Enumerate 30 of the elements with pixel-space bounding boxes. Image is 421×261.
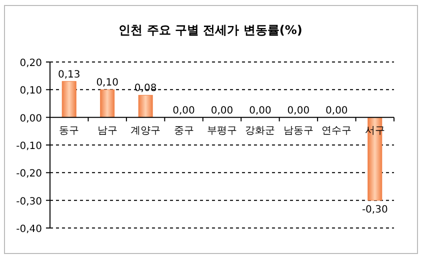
x-tick-label: 강화군 bbox=[245, 125, 276, 136]
data-label: 0,00 bbox=[249, 105, 272, 116]
data-label: 0,13 bbox=[58, 69, 80, 80]
data-label: 0,00 bbox=[210, 105, 234, 116]
y-tick-label: 0,00 bbox=[20, 113, 42, 124]
x-tick-label: 동구 bbox=[59, 125, 80, 136]
x-tick-label: 남동구 bbox=[283, 125, 314, 136]
x-tick-label: 계양구 bbox=[130, 125, 161, 136]
y-tick-label: 0,10 bbox=[20, 86, 42, 97]
chart-title: 인천 주요 구별 전세가 변동률(%) bbox=[118, 23, 302, 37]
bar bbox=[100, 89, 115, 118]
y-tick-label: -0,40 bbox=[16, 224, 42, 235]
data-label: -0,30 bbox=[362, 204, 388, 216]
bar bbox=[368, 117, 382, 201]
x-tick-label: 서구 bbox=[364, 125, 385, 136]
data-label: 0,08 bbox=[134, 83, 157, 94]
x-tick-label: 남구 bbox=[97, 125, 118, 136]
bar bbox=[62, 81, 76, 118]
data-label: 0,00 bbox=[326, 105, 348, 116]
data-label: 0,10 bbox=[96, 78, 118, 89]
x-tick-label: 부평구 bbox=[207, 125, 237, 136]
bar bbox=[138, 94, 153, 118]
data-label: 0,00 bbox=[172, 105, 195, 116]
y-tick-label: 0,20 bbox=[20, 58, 42, 69]
data-label: 0,00 bbox=[287, 105, 310, 116]
y-tick-label: -0,30 bbox=[16, 196, 42, 208]
x-tick-label: 중구 bbox=[174, 125, 194, 136]
x-tick-label: 연수구 bbox=[322, 125, 352, 136]
y-tick-label: -0,20 bbox=[16, 168, 42, 180]
y-tick-label: -0,10 bbox=[16, 141, 42, 152]
